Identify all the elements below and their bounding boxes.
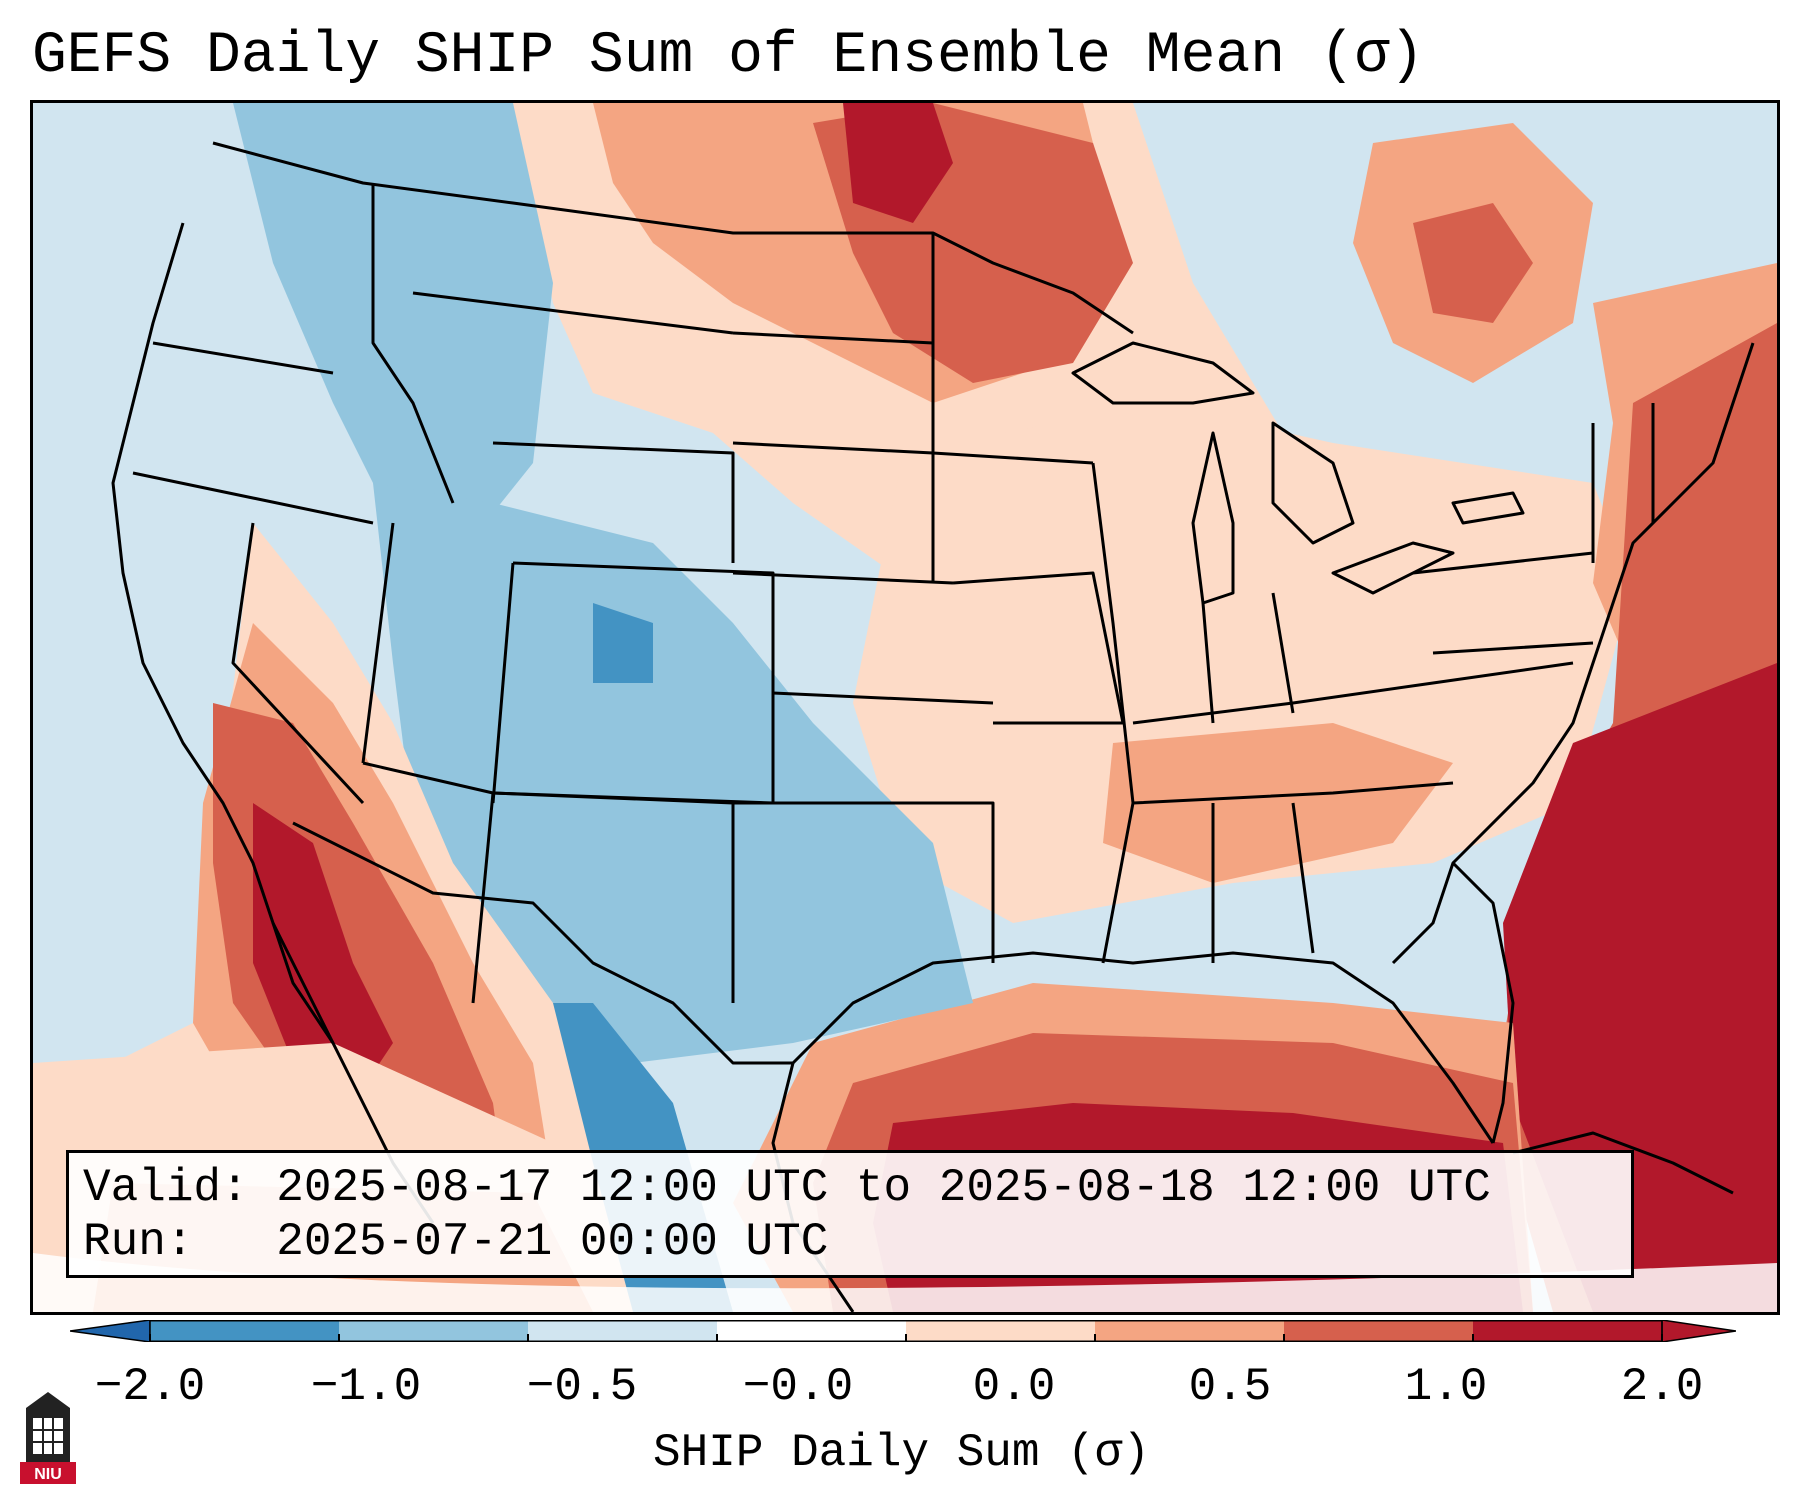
valid-time-text: Valid: 2025-08-17 12:00 UTC to 2025-08-1… (83, 1162, 1491, 1214)
colorbar-segment (717, 1320, 907, 1342)
colorbar-label: SHIP Daily Sum (σ) (653, 1427, 1150, 1479)
colorbar-tick-label: 0.5 (1188, 1361, 1272, 1413)
state-line-nd-sd (732, 331, 934, 455)
state-line-id-mt (371, 183, 455, 504)
region-tennessee-salmon (1103, 723, 1453, 883)
logo-text: NIU (34, 1466, 62, 1483)
gulf-coast (791, 951, 1495, 1144)
state-line-new-england (1591, 403, 1655, 563)
state-line-ne-ks (732, 571, 994, 705)
region-atlantic-dred (1503, 663, 1777, 1312)
colorbar-tick-label: −0.0 (742, 1361, 854, 1413)
colorbar-segment (1095, 1320, 1285, 1342)
ship-map[interactable] (33, 103, 1777, 1312)
region-out-of-domain (33, 1253, 1777, 1312)
state-line-ok-tx (733, 801, 995, 963)
colorbar-segment (906, 1320, 1096, 1342)
state-line-mississippi (1091, 462, 1135, 964)
colorbar-segment (150, 1320, 340, 1342)
colorbar-tick-label: 1.0 (1404, 1361, 1488, 1413)
state-line-mo (952, 571, 1125, 725)
run-time-text: Run: 2025-07-21 00:00 UTC (83, 1216, 829, 1268)
state-line-south (1132, 781, 1454, 805)
lake-huron (1271, 421, 1355, 545)
colorbar-segment (1473, 1320, 1663, 1342)
colorbar (70, 1320, 1736, 1342)
boundaries (111, 141, 1755, 1312)
page-title: GEFS Daily SHIP Sum of Ensemble Mean (σ) (32, 24, 1425, 89)
state-line-nm (492, 791, 735, 1003)
colorbar-tick-label: −0.5 (526, 1361, 638, 1413)
state-line-nv-ca (231, 522, 365, 805)
region-colorado-dblue (593, 603, 653, 683)
state-line-ut-co (491, 562, 515, 804)
region-canada-dred (843, 103, 953, 223)
lake-superior (1071, 341, 1255, 405)
state-line-al-ga (1211, 802, 1315, 963)
cuba-coast (1512, 1131, 1734, 1195)
colorbar-tick-label: −1.0 (310, 1361, 422, 1413)
lake-michigan (1191, 431, 1235, 605)
colorbar-segment (528, 1320, 718, 1342)
map-panel[interactable] (30, 100, 1780, 1315)
us-mexico-border (292, 821, 793, 1065)
state-line-pa-ny (1412, 551, 1594, 655)
east-coast (1451, 342, 1755, 865)
state-line-or-ca (132, 471, 374, 525)
lake-erie (1331, 541, 1455, 595)
florida-coast (1391, 861, 1515, 1144)
state-line-wa-or (152, 341, 334, 375)
colorbar-segment (1284, 1320, 1474, 1342)
region-texas-blue (593, 863, 833, 1003)
state-line-mn-ia (931, 233, 1094, 583)
region-baja-dred (253, 803, 393, 1103)
state-line-az (362, 761, 495, 1004)
colorbar-tick-label: 2.0 (1620, 1361, 1704, 1413)
colorbar-tick-label: 0.0 (972, 1361, 1056, 1413)
colorbar-over-arrow (1661, 1320, 1736, 1342)
colorbar-tick-label: −2.0 (94, 1361, 206, 1413)
us-canada-border (212, 141, 1134, 335)
region-northwest-blue (233, 103, 553, 563)
region-ontario-red (1413, 203, 1533, 323)
state-line-nv-ut (361, 522, 395, 764)
lake-ontario (1451, 491, 1525, 525)
state-line-in-oh (1201, 592, 1295, 724)
state-line-mt (412, 291, 734, 335)
colorbar-under-arrow (70, 1320, 151, 1342)
niu-logo-icon: NIU (20, 1392, 76, 1484)
anomaly-field (33, 103, 1777, 1312)
colorbar-segment (339, 1320, 529, 1342)
valid-run-info: Valid: 2025-08-17 12:00 UTC to 2025-08-1… (66, 1150, 1634, 1278)
state-line-wy (492, 441, 735, 563)
region-midwest-peach (853, 403, 1633, 923)
